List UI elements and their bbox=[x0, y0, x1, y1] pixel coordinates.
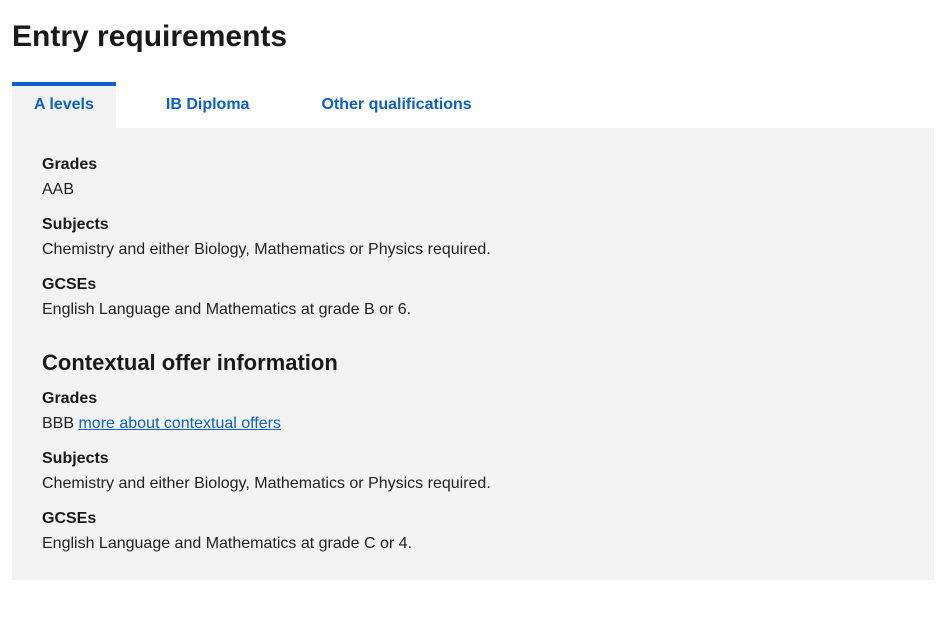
contextual-grades-value: BBB more about contextual offers bbox=[42, 412, 904, 436]
gcses-label: GCSEs bbox=[42, 276, 904, 294]
tab-a-levels[interactable]: A levels bbox=[12, 82, 116, 128]
subjects-label: Subjects bbox=[42, 216, 904, 234]
contextual-gcses-value: English Language and Mathematics at grad… bbox=[42, 532, 904, 556]
contextual-subjects-value: Chemistry and either Biology, Mathematic… bbox=[42, 472, 904, 496]
contextual-grades-text: BBB bbox=[42, 415, 78, 432]
page-title: Entry requirements bbox=[12, 20, 934, 54]
grades-label: Grades bbox=[42, 156, 904, 174]
subjects-value: Chemistry and either Biology, Mathematic… bbox=[42, 238, 904, 262]
contextual-grades-label: Grades bbox=[42, 390, 904, 408]
tab-ib-diploma[interactable]: IB Diploma bbox=[144, 82, 272, 128]
contextual-gcses-label: GCSEs bbox=[42, 510, 904, 528]
tabs-nav: A levels IB Diploma Other qualifications bbox=[12, 82, 934, 128]
tab-panel-a-levels: Grades AAB Subjects Chemistry and either… bbox=[12, 128, 934, 580]
gcses-value: English Language and Mathematics at grad… bbox=[42, 298, 904, 322]
tab-other-qualifications[interactable]: Other qualifications bbox=[299, 82, 493, 128]
contextual-subjects-label: Subjects bbox=[42, 450, 904, 468]
contextual-offers-link[interactable]: more about contextual offers bbox=[78, 415, 281, 432]
grades-value: AAB bbox=[42, 178, 904, 202]
contextual-heading: Contextual offer information bbox=[42, 350, 904, 376]
